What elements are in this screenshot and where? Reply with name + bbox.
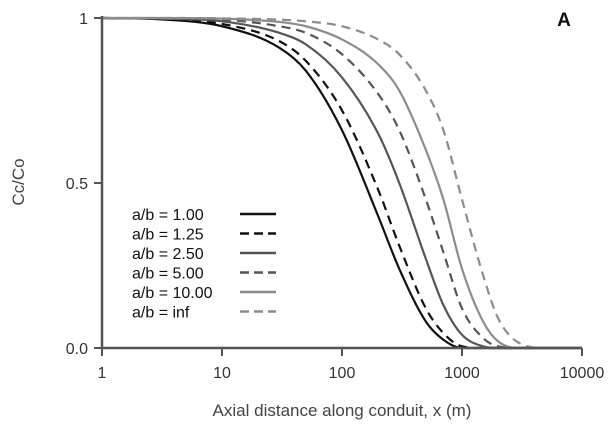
legend-label-5: a/b = 10.00 xyxy=(132,285,213,302)
y-tick-label: 1 xyxy=(79,11,88,28)
x-tick-label: 10000 xyxy=(560,365,605,382)
legend-label-6: a/b = inf xyxy=(132,305,190,322)
legend-label-3: a/b = 2.50 xyxy=(132,246,204,263)
x-tick-label: 100 xyxy=(329,365,356,382)
y-tick-label: 0.5 xyxy=(66,176,88,193)
series-line-4 xyxy=(101,16,582,350)
panel-label: A xyxy=(557,10,571,31)
legend-label-1: a/b = 1.00 xyxy=(132,207,204,224)
y-tick-label: 0.0 xyxy=(66,341,88,358)
x-tick-label: 1000 xyxy=(444,365,480,382)
x-tick-label: 10 xyxy=(213,365,231,382)
y-axis-title: Cc/Co xyxy=(9,158,28,205)
x-tick-label: 1 xyxy=(98,365,107,382)
legend-label-4: a/b = 5.00 xyxy=(132,266,204,283)
series-line-6 xyxy=(102,16,582,350)
legend-label-2: a/b = 1.25 xyxy=(132,227,204,244)
x-axis-title: Axial distance along conduit, x (m) xyxy=(213,401,472,420)
